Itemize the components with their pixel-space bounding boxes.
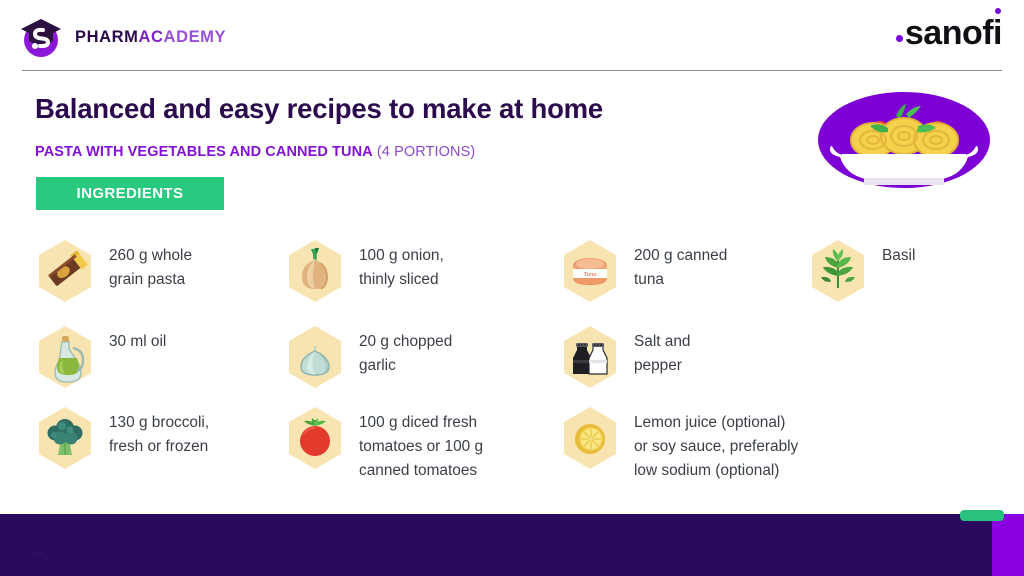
ingredient-item-oil: 30 ml oil bbox=[35, 324, 166, 390]
recipe-name: PASTA WITH VEGETABLES AND CANNED TUNA bbox=[35, 144, 373, 160]
sanofi-leading-dot-icon bbox=[895, 35, 903, 42]
tomato-icon bbox=[285, 405, 345, 471]
ingredient-item-garlic: 20 g chopped garlic bbox=[285, 324, 452, 390]
ingredient-item-tomato: 100 g diced fresh tomatoes or 100 g cann… bbox=[285, 405, 483, 483]
slide-footer: ... bbox=[0, 510, 1024, 576]
onion-icon bbox=[285, 238, 345, 304]
ingredient-item-broccoli: 130 g broccoli, fresh or frozen bbox=[35, 405, 209, 471]
ingredient-label: 100 g onion, thinly sliced bbox=[359, 247, 444, 288]
ingredient-item-basil: Basil bbox=[808, 238, 915, 304]
brand-word-part1: PHARM bbox=[75, 27, 139, 46]
sanofi-wordmark: sanofi bbox=[904, 8, 1003, 52]
ingredient-label: 200 g canned tuna bbox=[634, 247, 728, 288]
garlic-icon bbox=[285, 324, 345, 390]
ingredient-label: Lemon juice (optional) or soy sauce, pre… bbox=[634, 414, 799, 479]
slide-header: PHARMACADEMY sanofi bbox=[0, 0, 1024, 72]
ingredient-label: 260 g whole grain pasta bbox=[109, 247, 193, 288]
sanofi-word-text: sanofi bbox=[904, 14, 1003, 52]
footer-dots: ... bbox=[32, 545, 45, 557]
sanofi-logo: sanofi bbox=[895, 8, 1003, 52]
ingredient-label: Salt and pepper bbox=[634, 333, 691, 374]
ingredients-badge: INGREDIENTS bbox=[36, 177, 224, 210]
pasta-bowl-illustration-icon bbox=[818, 92, 990, 188]
recipe-subtitle: PASTA WITH VEGETABLES AND CANNED TUNA (4… bbox=[35, 144, 475, 160]
ingredient-label: Basil bbox=[882, 247, 916, 264]
basil-icon bbox=[808, 238, 868, 304]
ingredients-row: 260 g whole grain pasta 100 g onion, thi… bbox=[0, 238, 1024, 324]
pasta-package-icon bbox=[35, 238, 95, 304]
ingredient-item-onion: 100 g onion, thinly sliced bbox=[285, 238, 444, 304]
header-divider bbox=[22, 70, 1002, 71]
ingredient-label: 130 g broccoli, fresh or frozen bbox=[109, 414, 210, 455]
brand-word-part2: AC bbox=[138, 27, 164, 46]
ingredient-item-lemon: Lemon juice (optional) or soy sauce, pre… bbox=[560, 405, 798, 483]
ingredient-label: 30 ml oil bbox=[109, 333, 167, 350]
salt-pepper-shakers-icon bbox=[560, 324, 620, 390]
ingredients-grid: 260 g whole grain pasta 100 g onion, thi… bbox=[0, 238, 1024, 491]
svg-text:Tuna: Tuna bbox=[583, 271, 596, 278]
lemon-icon bbox=[560, 405, 620, 471]
ingredient-label: 20 g chopped garlic bbox=[359, 333, 453, 374]
footer-purple-accent bbox=[992, 514, 1024, 576]
brand-wordmark: PHARMACADEMY bbox=[75, 28, 226, 47]
footer-green-accent bbox=[960, 510, 1004, 521]
pharmacademy-brand: PHARMACADEMY bbox=[18, 14, 226, 60]
page-title: Balanced and easy recipes to make at hom… bbox=[35, 93, 604, 124]
oil-bottle-icon bbox=[35, 324, 95, 390]
canned-tuna-icon: Tuna bbox=[560, 238, 620, 304]
sanofi-i-dot-icon bbox=[995, 8, 1001, 14]
ingredients-row: 30 ml oil 20 g chopped garlic bbox=[0, 324, 1024, 405]
broccoli-icon bbox=[35, 405, 95, 471]
ingredients-row: 130 g broccoli, fresh or frozen bbox=[0, 405, 1024, 491]
brand-word-part3: ADEMY bbox=[163, 27, 227, 46]
recipe-portions: (4 PORTIONS) bbox=[376, 144, 476, 160]
ingredient-label: 100 g diced fresh tomatoes or 100 g cann… bbox=[359, 414, 484, 479]
ingredient-item-tuna: Tuna 200 g canned tuna bbox=[560, 238, 727, 304]
ingredient-item-pasta: 260 g whole grain pasta bbox=[35, 238, 192, 304]
ingredient-item-salt-pepper: Salt and pepper bbox=[560, 324, 690, 390]
graduation-cap-s-logo-icon bbox=[18, 14, 64, 60]
